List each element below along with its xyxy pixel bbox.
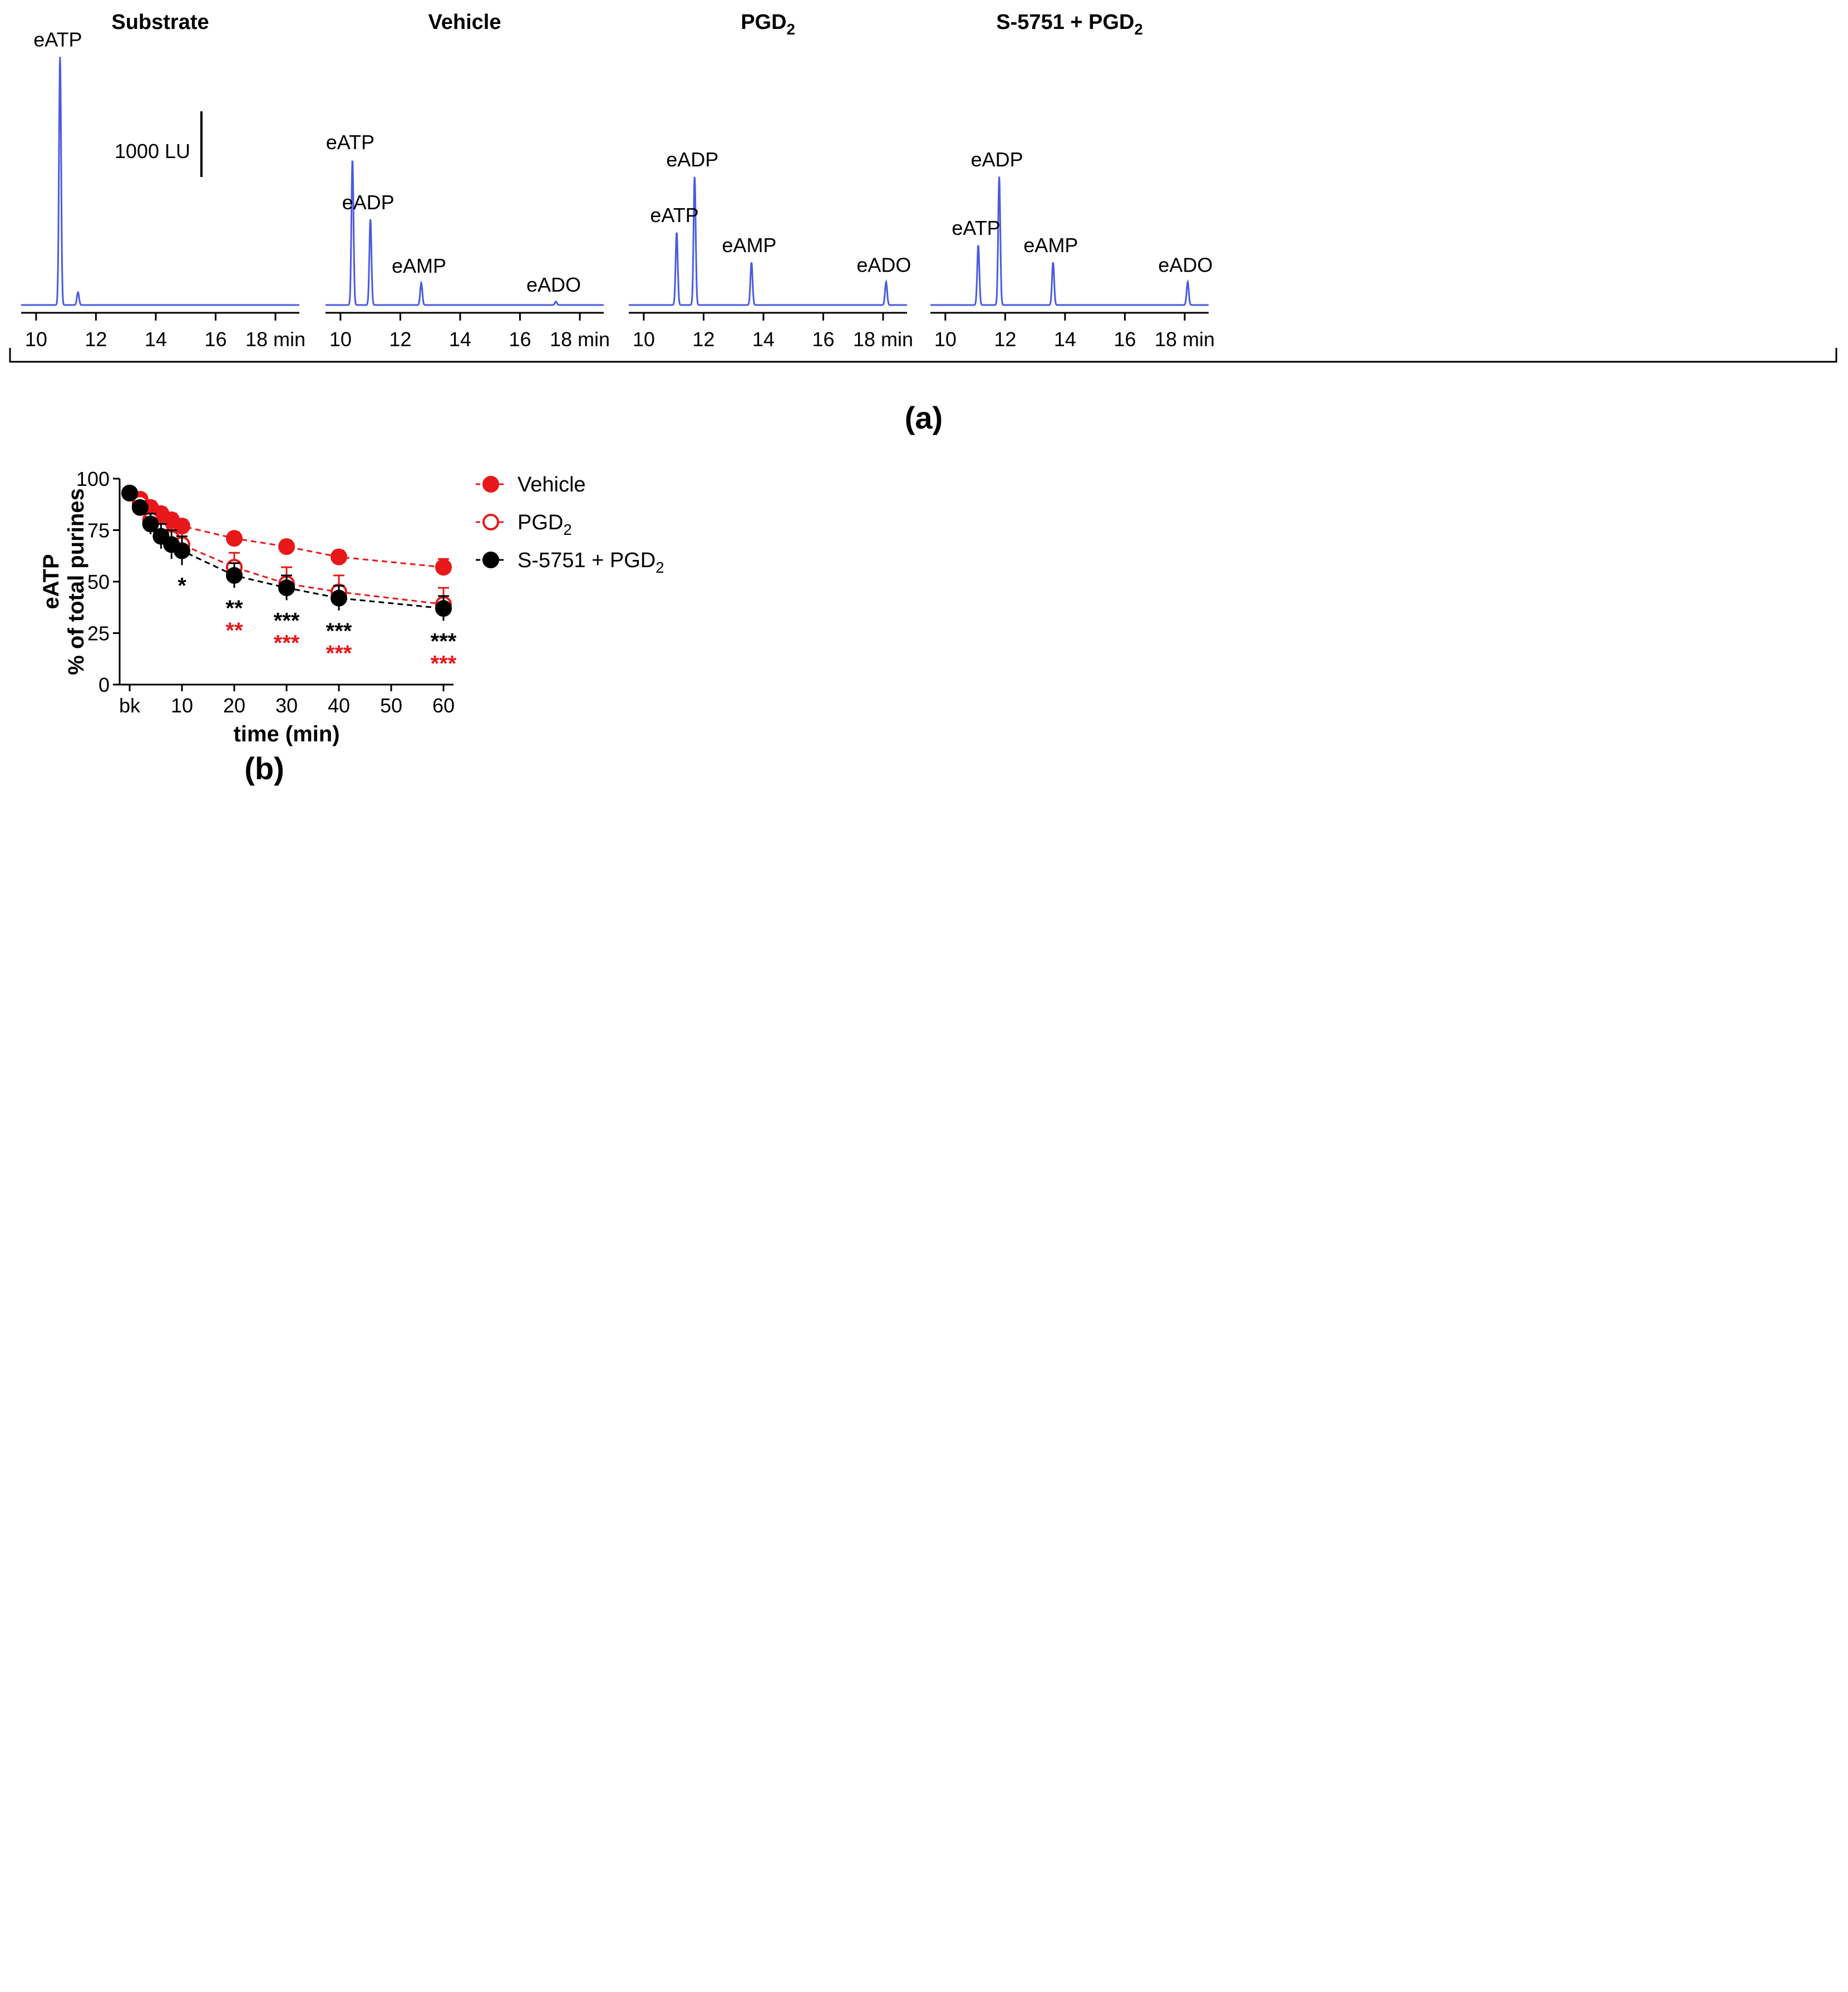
x-tick-label-0-3: 16 bbox=[204, 328, 226, 351]
data-point-b-0-6 bbox=[226, 530, 243, 547]
legend-label-b-2: S-5751 + PGD2 bbox=[518, 549, 664, 576]
trace-title-1: Vehicle bbox=[428, 11, 501, 34]
legend-marker-b-2 bbox=[482, 552, 499, 568]
significance-b-5: *** bbox=[326, 619, 352, 643]
peak-label-3-1: eADP bbox=[971, 148, 1023, 171]
chromatogram-trace-2 bbox=[629, 176, 907, 306]
peak-label-2-1: eADP bbox=[666, 148, 718, 171]
chromatogram-trace-3 bbox=[930, 176, 1209, 306]
legend-label-b-2-text: S-5751 + PGD bbox=[518, 549, 656, 572]
x-tick-label-b-0: bk bbox=[119, 694, 141, 717]
x-tick-label-b-4: 40 bbox=[328, 694, 350, 717]
y-tick-label-b-3: 75 bbox=[87, 519, 110, 542]
x-tick-label-2-1: 12 bbox=[692, 328, 714, 351]
trace-title-2-subscript: 2 bbox=[787, 21, 795, 38]
chromatogram-trace-0 bbox=[21, 57, 299, 306]
y-axis-title-b: eATP bbox=[39, 554, 63, 609]
chromatogram-trace-1 bbox=[326, 160, 604, 306]
legend-label-b-1: PGD2 bbox=[518, 511, 572, 538]
legend-label-b-1-subscript: 2 bbox=[563, 521, 571, 538]
x-tick-label-2-4: 18 min bbox=[853, 328, 913, 351]
x-tick-label-0-4: 18 min bbox=[245, 328, 305, 351]
x-tick-label-b-5: 50 bbox=[380, 694, 402, 717]
data-point-b-2-6 bbox=[226, 567, 243, 584]
legend-label-b-1-text: PGD bbox=[518, 511, 563, 534]
y-tick-label-b-2: 50 bbox=[87, 570, 110, 593]
peak-label-2-2: eAMP bbox=[722, 234, 776, 257]
significance-b-8: *** bbox=[431, 651, 457, 676]
legend-marker-b-1 bbox=[482, 514, 499, 530]
data-point-b-0-8 bbox=[331, 548, 347, 565]
peak-label-3-3: eADO bbox=[1158, 253, 1213, 276]
peak-label-1-1: eADP bbox=[342, 191, 395, 214]
trace-title-3: S-5751 + PGD2 bbox=[996, 11, 1142, 38]
data-point-b-2-7 bbox=[278, 579, 295, 597]
data-point-b-2-9 bbox=[435, 600, 452, 617]
data-point-b-0-9 bbox=[435, 559, 452, 576]
significance-b-4: *** bbox=[274, 631, 300, 655]
trace-title-0: Substrate bbox=[111, 11, 209, 34]
x-tick-label-2-0: 10 bbox=[633, 328, 655, 351]
x-tick-label-2-2: 14 bbox=[752, 328, 775, 351]
y-axis-subtitle-b: % of total purines bbox=[64, 488, 88, 675]
x-tick-label-1-1: 12 bbox=[389, 328, 411, 351]
peak-label-2-3: eADO bbox=[856, 253, 911, 276]
x-tick-label-3-4: 18 min bbox=[1155, 328, 1215, 351]
data-point-b-2-8 bbox=[331, 589, 347, 607]
x-tick-label-b-6: 60 bbox=[432, 694, 455, 717]
y-tick-label-b-1: 25 bbox=[87, 622, 110, 645]
peak-label-3-2: eAMP bbox=[1023, 234, 1078, 257]
panel-caption-b: (b) bbox=[244, 751, 284, 786]
data-point-b-0-5 bbox=[174, 518, 190, 535]
peak-label-1-3: eADO bbox=[526, 273, 581, 296]
x-tick-label-0-0: 10 bbox=[25, 328, 47, 351]
trace-title-2: PGD2 bbox=[741, 11, 795, 38]
legend-label-b-0: Vehicle bbox=[518, 473, 586, 496]
trace-title-3-subscript: 2 bbox=[1134, 21, 1142, 38]
x-tick-label-3-0: 10 bbox=[934, 328, 957, 351]
x-tick-label-b-3: 30 bbox=[275, 694, 298, 717]
significance-b-2: ** bbox=[225, 618, 243, 643]
peak-label-3-0: eATP bbox=[952, 217, 1000, 239]
x-tick-label-1-3: 16 bbox=[509, 328, 531, 351]
trace-title-2-text: PGD bbox=[741, 11, 786, 34]
y-tick-label-b-0: 0 bbox=[98, 673, 110, 696]
x-tick-label-b-1: 10 bbox=[171, 694, 193, 717]
x-tick-label-1-2: 14 bbox=[449, 328, 471, 351]
significance-b-6: *** bbox=[326, 641, 352, 666]
peak-label-1-0: eATP bbox=[326, 131, 374, 154]
x-axis-title-b: time (min) bbox=[233, 722, 339, 746]
legend-label-b-2-subscript: 2 bbox=[656, 559, 664, 576]
significance-b-3: *** bbox=[274, 608, 300, 633]
significance-b-0: * bbox=[178, 573, 186, 598]
peak-label-0-0: eATP bbox=[33, 28, 82, 51]
y-tick-label-b-4: 100 bbox=[76, 468, 110, 490]
x-tick-label-3-1: 12 bbox=[994, 328, 1016, 351]
data-point-b-2-5 bbox=[174, 542, 190, 559]
x-tick-label-1-0: 10 bbox=[329, 328, 352, 351]
x-tick-label-0-2: 14 bbox=[145, 328, 167, 351]
peak-label-1-2: eAMP bbox=[392, 254, 446, 277]
legend-marker-b-0 bbox=[482, 476, 499, 493]
data-point-b-2-1 bbox=[131, 499, 149, 516]
data-point-b-2-0 bbox=[121, 484, 138, 501]
panel-caption-a: (a) bbox=[905, 400, 943, 435]
trace-title-3-text: S-5751 + PGD bbox=[996, 11, 1134, 34]
x-tick-label-2-3: 16 bbox=[812, 328, 834, 351]
bracket bbox=[9, 348, 1837, 363]
x-tick-label-3-3: 16 bbox=[1113, 328, 1136, 351]
x-tick-label-0-1: 12 bbox=[85, 328, 107, 351]
data-point-b-0-7 bbox=[278, 538, 295, 555]
peak-label-2-0: eATP bbox=[650, 204, 698, 227]
significance-b-7: *** bbox=[431, 629, 457, 653]
x-tick-label-b-2: 20 bbox=[223, 694, 245, 717]
x-tick-label-3-2: 14 bbox=[1054, 328, 1076, 351]
x-tick-label-1-4: 18 min bbox=[550, 328, 610, 351]
significance-b-1: ** bbox=[225, 596, 243, 621]
scale-bar-label: 1000 LU bbox=[115, 140, 190, 163]
